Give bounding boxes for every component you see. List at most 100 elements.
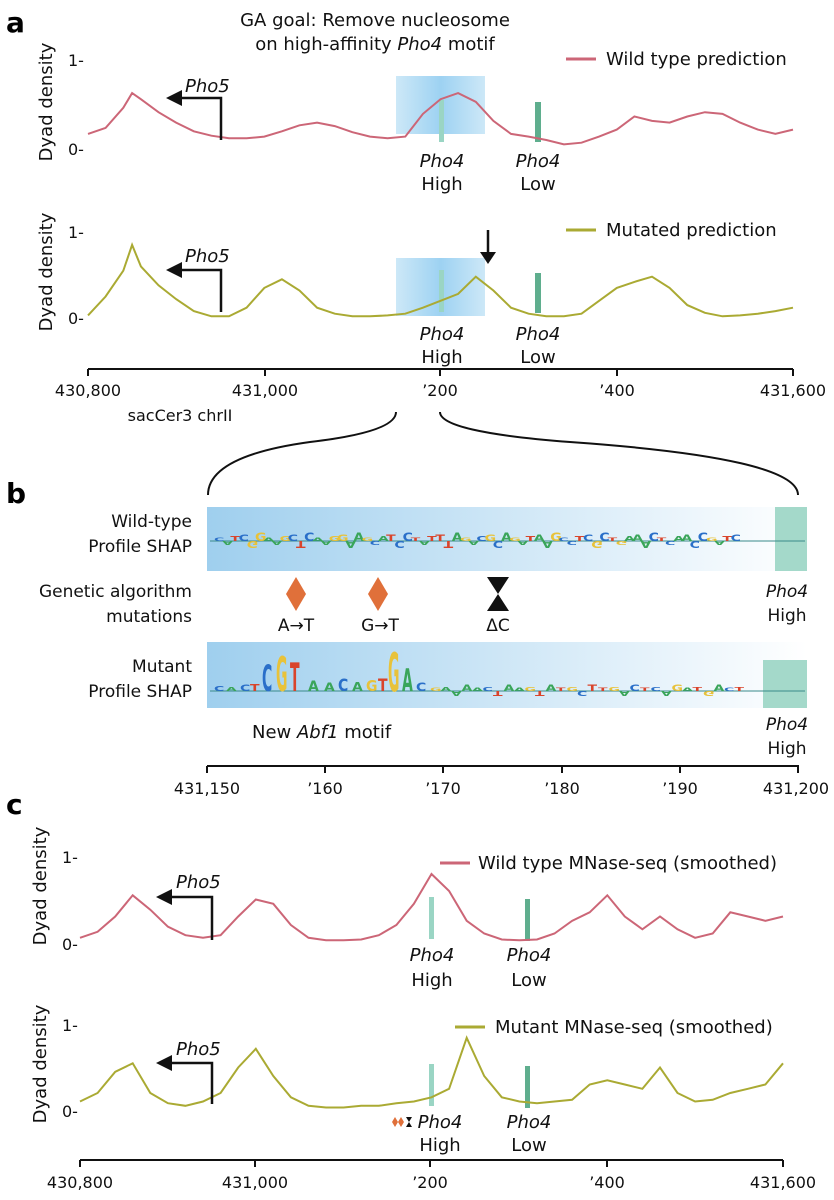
shap-logo-glyph: T [657, 537, 667, 542]
shap-logo-glyph: G [247, 539, 259, 550]
shap-logo-glyph: C [558, 537, 568, 542]
shap-logo-glyph: C [416, 680, 426, 693]
pho4-high-label-a-top: High [421, 174, 462, 195]
shap-logo-glyph: C [567, 539, 578, 546]
pho4-high-name-a-bottom: Pho4 [420, 324, 465, 345]
shap-logo-glyph: A [624, 535, 635, 543]
pho5-arrow-head-mut [166, 262, 182, 278]
shap-logo-glyph: G [672, 683, 683, 693]
mutation-label-3: ΔC [486, 616, 510, 636]
pho5-arrow-c-bottom [162, 1061, 214, 1104]
shap-logo-glyph: T [411, 537, 421, 542]
mut-pho4-high-box [763, 660, 807, 708]
shap-logo-glyph: A [714, 683, 725, 693]
shap-logo-glyph: T [693, 686, 704, 693]
y-tick-1-c-top: 1- [62, 848, 78, 867]
shap-logo-glyph: A [640, 539, 652, 550]
shap-logo-glyph: A [263, 537, 274, 542]
pho4-high-label-a-bottom: High [421, 347, 462, 368]
x-tick-label-a-4: 431,600 [760, 381, 826, 400]
shap-logo-glyph: A [619, 689, 630, 697]
pho4-low-name-a-bottom: Pho4 [516, 324, 561, 345]
pho4-low-label-a-top: Low [520, 174, 555, 195]
pho4-high-marker-mut [439, 270, 444, 312]
shap-logo-glyph: C [214, 685, 224, 693]
y-axis-label-a-bottom: Dyad density [36, 212, 57, 331]
shap-logo-glyph: C [649, 530, 659, 543]
shap-logo-glyph: A [324, 680, 335, 693]
pho5-arrow-mut [172, 268, 223, 312]
shap-logo-glyph: G [362, 537, 373, 542]
shap-logo-glyph: C [665, 539, 676, 546]
pho5-label-c-bottom: Pho5 [176, 1039, 221, 1060]
panel-c-letter: c [6, 788, 23, 821]
shap-logo-glyph: G [525, 686, 536, 693]
shap-logo-glyph: A [504, 683, 515, 693]
shap-logo-glyph: T [526, 535, 536, 543]
shap-logo-glyph: T [535, 689, 545, 697]
x-axis-b: 431,150 ’160 ’170 ’180 ’190 431,200 [174, 765, 829, 798]
shap-logo-glyph: C [240, 683, 250, 693]
shap-logo-glyph: A [514, 687, 525, 692]
pho4-high-name-c-bottom: Pho4 [418, 1112, 463, 1133]
shap-logo-glyph: G [280, 535, 291, 543]
x-tick-label-b-1: ’160 [307, 779, 343, 798]
x-tick-label-b-4: ’190 [662, 779, 698, 798]
y-axis-label-c-bottom: Dyad density [30, 1004, 51, 1123]
mut-pho4-high-label: High [767, 739, 806, 759]
shap-logo-glyph: A [345, 539, 357, 550]
shap-logo-glyph: C [239, 533, 249, 543]
x-sublabel-chromosome: sacCer3 chrII [128, 406, 233, 425]
mutation-mini-diamond-2 [398, 1117, 404, 1127]
shap-logo-glyph: C [394, 539, 404, 550]
mut-shap-label-1: Mutant [132, 657, 192, 677]
pho5-arrow-head [166, 90, 182, 106]
pho4-low-name-c-bottom: Pho4 [507, 1112, 552, 1133]
shap-logo-glyph: T [722, 535, 732, 543]
shap-logo-glyph: T [598, 687, 608, 692]
shap-logo-glyph: A [462, 683, 473, 693]
pho4-high-label-c-bottom: High [419, 1135, 460, 1156]
wt-shap-label-1: Wild-type [111, 512, 192, 532]
pho4-high-marker-c-top [429, 897, 434, 939]
mutation-label-1: A→T [278, 616, 315, 636]
shap-logo-glyph: C [476, 535, 486, 543]
x-tick-label-c-1: 431,000 [222, 1173, 288, 1192]
shap-logo-glyph: C [304, 530, 314, 543]
pho4-low-label-c-bottom: Low [511, 1135, 546, 1156]
x-tick-label-a-0: 430,800 [55, 381, 121, 400]
ga-label-2: mutations [106, 607, 192, 627]
pho5-arrow [172, 96, 223, 140]
mut-shap-letters: C G T A A C A G T G A C G A AA A C TA A G TA T G CT T G AC T C AG A T GA… [214, 643, 745, 705]
shap-logo-glyph: C [338, 676, 348, 696]
shap-logo-glyph: C [288, 533, 298, 543]
pho4-low-marker-c-bottom [525, 1066, 530, 1108]
shap-logo-glyph: G [276, 648, 287, 704]
pho4-low-name-a-top: Pho4 [516, 151, 561, 172]
series-line-wild-type-mnase [79, 872, 784, 942]
shap-logo-glyph: T [556, 687, 566, 692]
wt-shap-label-2: Profile SHAP [88, 537, 192, 557]
shap-logo-glyph: A [308, 679, 319, 695]
mut-shap-track [207, 642, 807, 708]
shap-logo-glyph: G [460, 537, 471, 542]
shap-logo-glyph: T [290, 655, 300, 700]
pho4-low-marker [535, 102, 541, 142]
legend-label-wild-type-mnase: Wild type MNase-seq (smoothed) [478, 853, 777, 874]
wt-shap-track [207, 507, 807, 571]
mutation-diamond-2 [368, 577, 388, 611]
shap-logo-glyph: A [468, 539, 480, 546]
shap-logo-glyph: C [651, 686, 662, 693]
wt-shap-letters: CATCGGAAGCTCAAGGAAGCATCCTATTTAGACGCAGATA… [214, 530, 741, 550]
x-tick-label-c-3: ’400 [589, 1173, 625, 1192]
panel-a-title-pre: on high-affinity [255, 34, 397, 55]
mut-pho4-name: Pho4 [766, 715, 808, 735]
shap-logo-glyph: A [352, 681, 364, 695]
shap-logo-glyph: C [214, 537, 224, 542]
shap-logo-glyph: G [609, 686, 620, 693]
shap-logo-glyph: A [451, 689, 462, 697]
wt-pho4-high-box [775, 507, 807, 571]
shap-logo-glyph: A [353, 530, 364, 543]
panel-a-title-line2: on high-affinity Pho4 motif [255, 34, 495, 55]
shap-logo-glyph: T [493, 689, 503, 697]
